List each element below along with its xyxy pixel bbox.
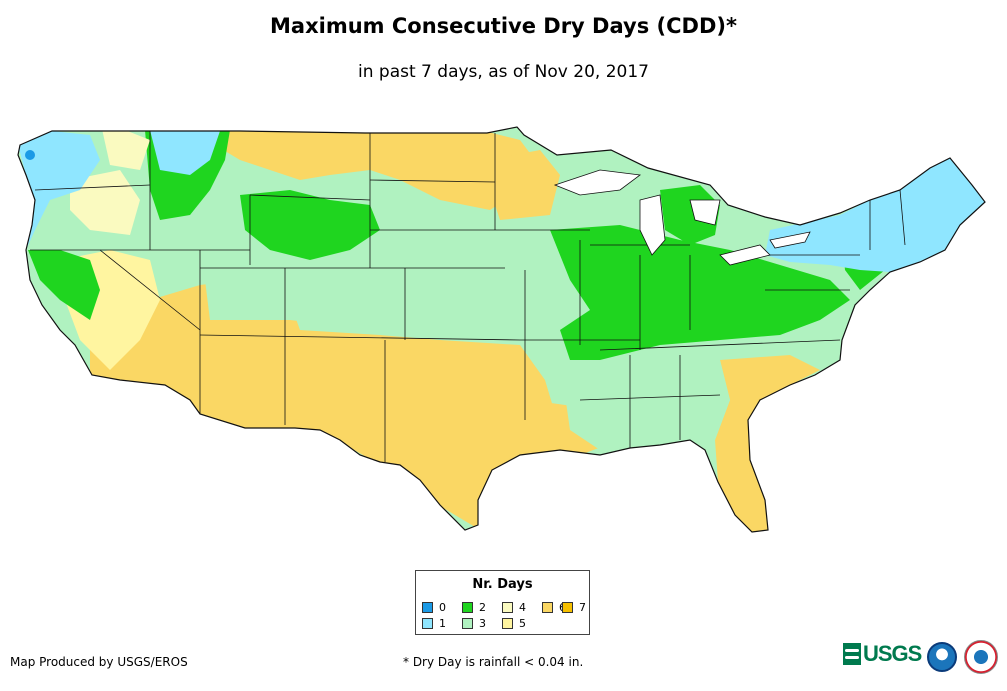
legend-label: 2 — [479, 601, 486, 614]
legend-label: 5 — [519, 617, 526, 630]
legend-swatch — [422, 602, 433, 613]
legend-item-1: 1 — [422, 617, 446, 630]
legend-label: 4 — [519, 601, 526, 614]
legend-item-4: 4 — [502, 601, 526, 614]
map-credit: Map Produced by USGS/EROS — [10, 655, 188, 669]
legend-item-5: 5 — [502, 617, 526, 630]
legend-swatch — [502, 618, 513, 629]
dry-day-footnote: * Dry Day is rainfall < 0.04 in. — [403, 655, 584, 669]
usgs-mark-icon — [843, 643, 861, 665]
legend-swatch — [542, 602, 553, 613]
map-subtitle: in past 7 days, as of Nov 20, 2017 — [358, 62, 649, 82]
legend: Nr. Days 0 1 2 3 4 5 6 — [415, 570, 590, 635]
legend-swatch — [462, 602, 473, 613]
usgs-logo-text: USGS — [863, 641, 922, 666]
legend-item-3: 3 — [462, 617, 486, 630]
legend-item-0: 0 — [422, 601, 446, 614]
map-title: Maximum Consecutive Dry Days (CDD)* — [270, 14, 737, 38]
legend-label: 0 — [439, 601, 446, 614]
usgs-logo: USGS — [843, 641, 922, 666]
nws-logo — [964, 640, 998, 674]
legend-label: 3 — [479, 617, 486, 630]
legend-item-7: 7 — [562, 601, 586, 614]
legend-swatch — [422, 618, 433, 629]
legend-swatch — [502, 602, 513, 613]
legend-item-2: 2 — [462, 601, 486, 614]
legend-label: 7 — [579, 601, 586, 614]
legend-grid: 0 1 2 3 4 5 6 7 — [422, 601, 587, 633]
legend-swatch — [562, 602, 573, 613]
legend-label: 1 — [439, 617, 446, 630]
legend-title: Nr. Days — [472, 577, 533, 592]
legend-swatch — [462, 618, 473, 629]
noaa-logo — [927, 642, 957, 672]
